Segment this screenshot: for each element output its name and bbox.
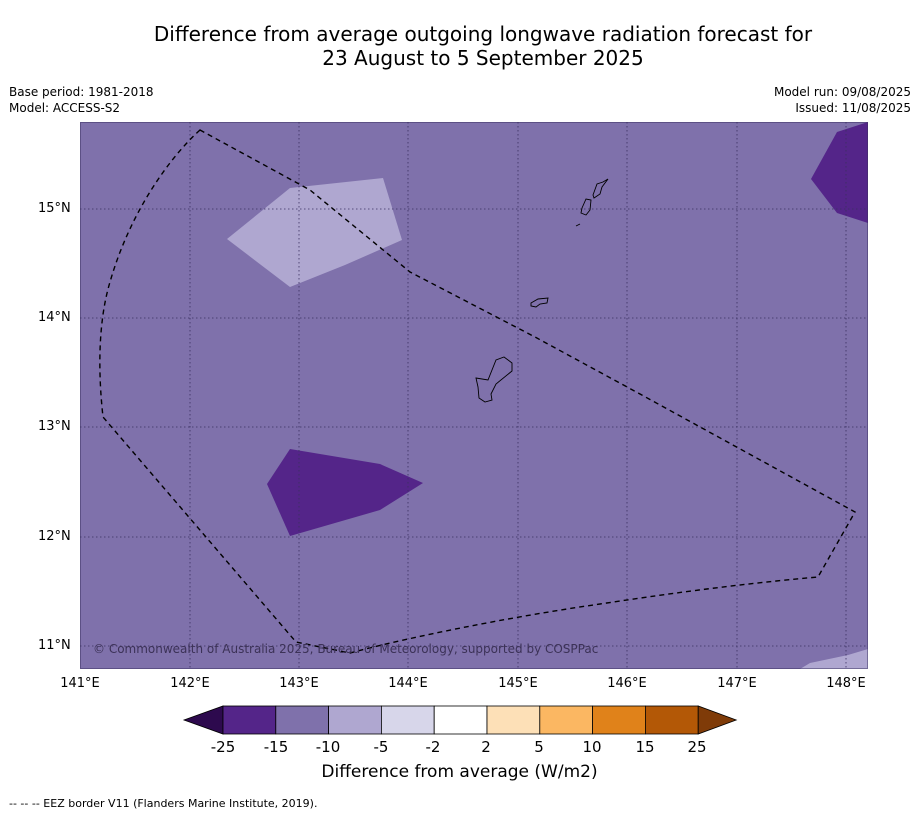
colorbar-label-4: -2 bbox=[425, 738, 441, 756]
meta-right: Model run: 09/08/2025 Issued: 11/08/2025 bbox=[774, 84, 911, 116]
title-line-1: Difference from average outgoing longwav… bbox=[153, 22, 813, 46]
colorbar-segment-2 bbox=[328, 705, 382, 735]
lon-label-141e: 141°E bbox=[60, 676, 100, 691]
colorbar-segment-4 bbox=[433, 705, 488, 735]
colorbar-segment-6 bbox=[539, 705, 593, 735]
meta-left: Base period: 1981-2018 Model: ACCESS-S2 bbox=[9, 84, 154, 116]
colorbar-label-2: -10 bbox=[315, 738, 341, 756]
eez-border bbox=[99, 129, 856, 654]
island-guam bbox=[475, 356, 513, 403]
colorbar-segment-0 bbox=[222, 705, 277, 735]
map-background bbox=[80, 122, 868, 669]
island-rota bbox=[530, 297, 549, 308]
island-saipan bbox=[592, 178, 609, 199]
colorbar-label-0: -25 bbox=[210, 738, 236, 756]
colorbar-segment-3 bbox=[380, 705, 435, 735]
colorbar-label-3: -5 bbox=[373, 738, 389, 756]
lat-label-13n: 13°N bbox=[38, 419, 71, 434]
base-period: Base period: 1981-2018 bbox=[9, 85, 154, 99]
map-frame bbox=[80, 122, 868, 669]
lon-label-142e: 142°E bbox=[170, 676, 210, 691]
lon-label-145e: 145°E bbox=[498, 676, 538, 691]
colorbar-extend-high bbox=[697, 705, 738, 735]
gridlines bbox=[80, 122, 868, 669]
colorbar-label-9: 25 bbox=[687, 738, 707, 756]
title-line-2: 23 August to 5 September 2025 bbox=[322, 46, 644, 70]
lon-label-143e: 143°E bbox=[279, 676, 319, 691]
issued-date: Issued: 11/08/2025 bbox=[795, 101, 911, 115]
anomaly-region-dark-sw bbox=[267, 449, 423, 536]
colorbar-extend-low bbox=[182, 705, 224, 735]
island-tinian bbox=[575, 198, 592, 227]
lon-label-146e: 146°E bbox=[607, 676, 647, 691]
lat-label-14n: 14°N bbox=[38, 310, 71, 325]
colorbar-segment-7 bbox=[592, 705, 646, 735]
colorbar-label-5: 2 bbox=[481, 738, 491, 756]
anomaly-region-light-nw bbox=[227, 178, 402, 287]
colorbar bbox=[182, 705, 738, 735]
lat-label-15n: 15°N bbox=[38, 201, 71, 216]
colorbar-segments bbox=[182, 705, 738, 735]
colorbar-label-8: 15 bbox=[635, 738, 655, 756]
colorbar-segment-8 bbox=[644, 705, 699, 735]
colorbar-label-1: -15 bbox=[263, 738, 289, 756]
chart-title: Difference from average outgoing longwav… bbox=[0, 22, 919, 70]
lon-label-144e: 144°E bbox=[388, 676, 428, 691]
map-panel bbox=[80, 122, 868, 669]
anomaly-region-light-se bbox=[800, 649, 868, 669]
model-run: Model run: 09/08/2025 bbox=[773, 85, 911, 99]
lat-label-11n: 11°N bbox=[38, 638, 71, 653]
colorbar-title: Difference from average (W/m2) bbox=[321, 762, 598, 782]
colorbar-label-6: 5 bbox=[534, 738, 544, 756]
model-name: Model: ACCESS-S2 bbox=[9, 101, 121, 115]
islands bbox=[475, 178, 609, 403]
colorbar-label-7: 10 bbox=[582, 738, 602, 756]
lon-label-147e: 147°E bbox=[717, 676, 757, 691]
colorbar-segment-5 bbox=[486, 705, 541, 735]
eez-footnote: -- -- -- EEZ border V11 (Flanders Marine… bbox=[9, 797, 318, 810]
colorbar-segment-1 bbox=[275, 705, 330, 735]
lat-label-12n: 12°N bbox=[38, 529, 71, 544]
anomaly-region-dark-ne bbox=[811, 122, 868, 223]
copyright-notice: © Commonwealth of Australia 2025, Bureau… bbox=[93, 642, 599, 656]
lon-label-148e: 148°E bbox=[826, 676, 866, 691]
